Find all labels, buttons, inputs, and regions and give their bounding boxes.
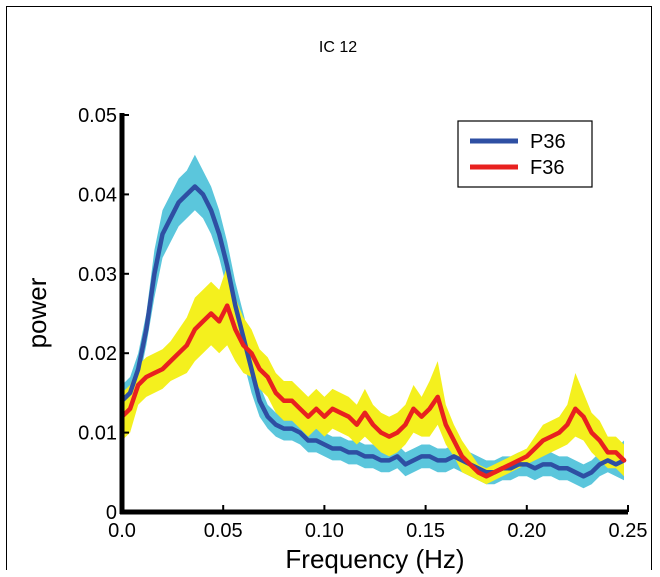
y-axis-label: power — [22, 277, 52, 348]
x-tick-label: 0.25 — [609, 520, 648, 542]
legend-label-f36: F36 — [530, 157, 564, 179]
legend-label-p36: P36 — [530, 131, 566, 153]
legend-box — [458, 121, 592, 187]
y-tick-label: 0 — [106, 502, 117, 524]
x-tick-label: 0.10 — [305, 520, 344, 542]
x-tick-label: 0.05 — [204, 520, 243, 542]
x-tick-label: 0.20 — [507, 520, 546, 542]
y-tick-label: 0.04 — [78, 184, 117, 206]
y-tick-label: 0.01 — [78, 423, 117, 445]
y-tick-label: 0.03 — [78, 264, 117, 286]
y-tick-label: 0.02 — [78, 343, 117, 365]
y-tick-labels: 0 0.01 0.02 0.03 0.04 0.05 — [78, 105, 117, 524]
y-tick-label: 0.05 — [78, 105, 117, 127]
x-axis-label: Frequency (Hz) — [285, 544, 464, 574]
chart-title: IC 12 — [319, 39, 357, 56]
x-tick-label: 0.15 — [406, 520, 445, 542]
x-tick-labels: 0.0 0.05 0.10 0.15 0.20 0.25 — [108, 520, 647, 542]
